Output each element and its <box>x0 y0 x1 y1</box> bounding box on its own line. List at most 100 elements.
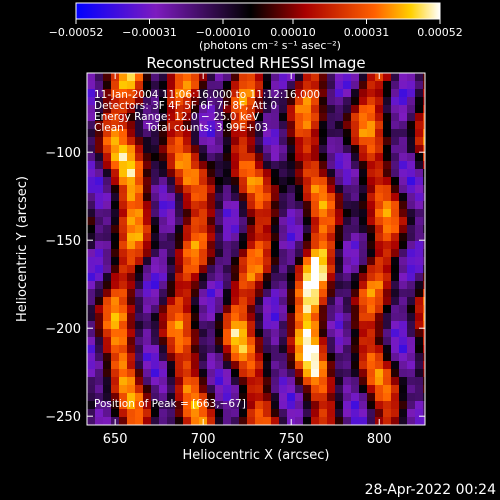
heatmap-cell <box>167 185 176 194</box>
heatmap-cell <box>311 313 320 322</box>
heatmap-cell <box>327 289 336 298</box>
heatmap-cell <box>423 385 425 394</box>
heatmap-cell <box>311 81 320 90</box>
heatmap-cell <box>167 121 176 130</box>
heatmap-cell <box>111 377 120 386</box>
colorbar-tick-label: −0.00031 <box>122 26 177 39</box>
heatmap-cell <box>279 417 288 425</box>
heatmap-cell <box>327 169 336 178</box>
heatmap-cell <box>159 185 168 194</box>
x-tick-label: 750 <box>279 432 304 447</box>
heatmap-cell <box>119 145 128 154</box>
heatmap-cell <box>199 169 208 178</box>
heatmap-cell <box>151 273 160 282</box>
heatmap-cell <box>335 377 344 386</box>
heatmap-cell <box>199 233 208 242</box>
heatmap-cell <box>415 297 424 306</box>
heatmap-cell <box>383 297 392 306</box>
heatmap-cell <box>231 257 240 266</box>
heatmap-cell <box>199 265 208 274</box>
heatmap-cell <box>367 345 376 354</box>
heatmap-cell <box>335 153 344 162</box>
heatmap-cell <box>319 217 328 226</box>
heatmap-cell <box>327 329 336 338</box>
heatmap-cell <box>159 193 168 202</box>
heatmap-cell <box>343 193 352 202</box>
heatmap-cell <box>247 233 256 242</box>
heatmap-cell <box>127 361 136 370</box>
heatmap-cell <box>207 193 216 202</box>
heatmap-cell <box>255 409 264 418</box>
heatmap-cell <box>95 89 104 98</box>
heatmap-cell <box>295 129 304 138</box>
heatmap-cell <box>183 417 192 425</box>
plot-frame <box>86 72 426 426</box>
heatmap-cell <box>343 185 352 194</box>
heatmap-cell <box>367 153 376 162</box>
heatmap-cell <box>119 121 128 130</box>
heatmap-cell <box>215 145 224 154</box>
heatmap-cell <box>111 97 120 106</box>
heatmap-cell <box>143 353 152 362</box>
heatmap-cell <box>271 73 280 82</box>
heatmap-cell <box>247 329 256 338</box>
heatmap-cell <box>119 137 128 146</box>
heatmap-cell <box>311 265 320 274</box>
heatmap-cell <box>239 297 248 306</box>
heatmap-cell <box>199 337 208 346</box>
heatmap-cell <box>415 417 424 425</box>
heatmap-cell <box>143 345 152 354</box>
heatmap-cell <box>279 305 288 314</box>
heatmap-cell <box>239 329 248 338</box>
heatmap-cell <box>319 121 328 130</box>
heatmap-cell <box>151 289 160 298</box>
heatmap-cell <box>95 377 104 386</box>
heatmap-cell <box>87 209 96 218</box>
heatmap-cell <box>295 329 304 338</box>
heatmap-cell <box>87 105 96 114</box>
heatmap-cell <box>111 193 120 202</box>
heatmap-cell <box>343 201 352 210</box>
heatmap-cell <box>327 209 336 218</box>
heatmap-cell <box>127 73 136 82</box>
heatmap-cell <box>255 81 264 90</box>
heatmap-cell <box>271 137 280 146</box>
heatmap-cell <box>95 345 104 354</box>
heatmap-cell <box>111 265 120 274</box>
heatmap-cell <box>279 321 288 330</box>
heatmap-cell <box>95 329 104 338</box>
heatmap-cell <box>367 241 376 250</box>
heatmap-cell <box>391 113 400 122</box>
heatmap-cell <box>391 185 400 194</box>
heatmap-cell <box>207 97 216 106</box>
heatmap-cell <box>399 321 408 330</box>
heatmap-cell <box>247 129 256 138</box>
heatmap-cell <box>223 401 232 410</box>
heatmap-cell <box>367 137 376 146</box>
heatmap-cell <box>287 385 296 394</box>
heatmap-cell <box>375 105 384 114</box>
heatmap-cell <box>375 249 384 258</box>
heatmap-cell <box>271 161 280 170</box>
heatmap-cell <box>359 369 368 378</box>
heatmap-cell <box>367 337 376 346</box>
heatmap-cell <box>271 385 280 394</box>
heatmap-cell <box>263 361 272 370</box>
heatmap-cell <box>287 281 296 290</box>
heatmap-cell <box>327 393 336 402</box>
heatmap-cell <box>199 345 208 354</box>
heatmap-cell <box>303 169 312 178</box>
heatmap-cell <box>215 321 224 330</box>
heatmap-cell <box>143 185 152 194</box>
heatmap-cell <box>343 113 352 122</box>
heatmap-cell <box>407 161 416 170</box>
heatmap-cell <box>191 201 200 210</box>
heatmap-cell <box>263 329 272 338</box>
heatmap-cell <box>127 113 136 122</box>
heatmap-cell <box>207 169 216 178</box>
heatmap-cell <box>87 337 96 346</box>
heatmap-cell <box>311 377 320 386</box>
heatmap-cell <box>279 153 288 162</box>
heatmap-cell <box>375 121 384 130</box>
heatmap-cell <box>327 305 336 314</box>
